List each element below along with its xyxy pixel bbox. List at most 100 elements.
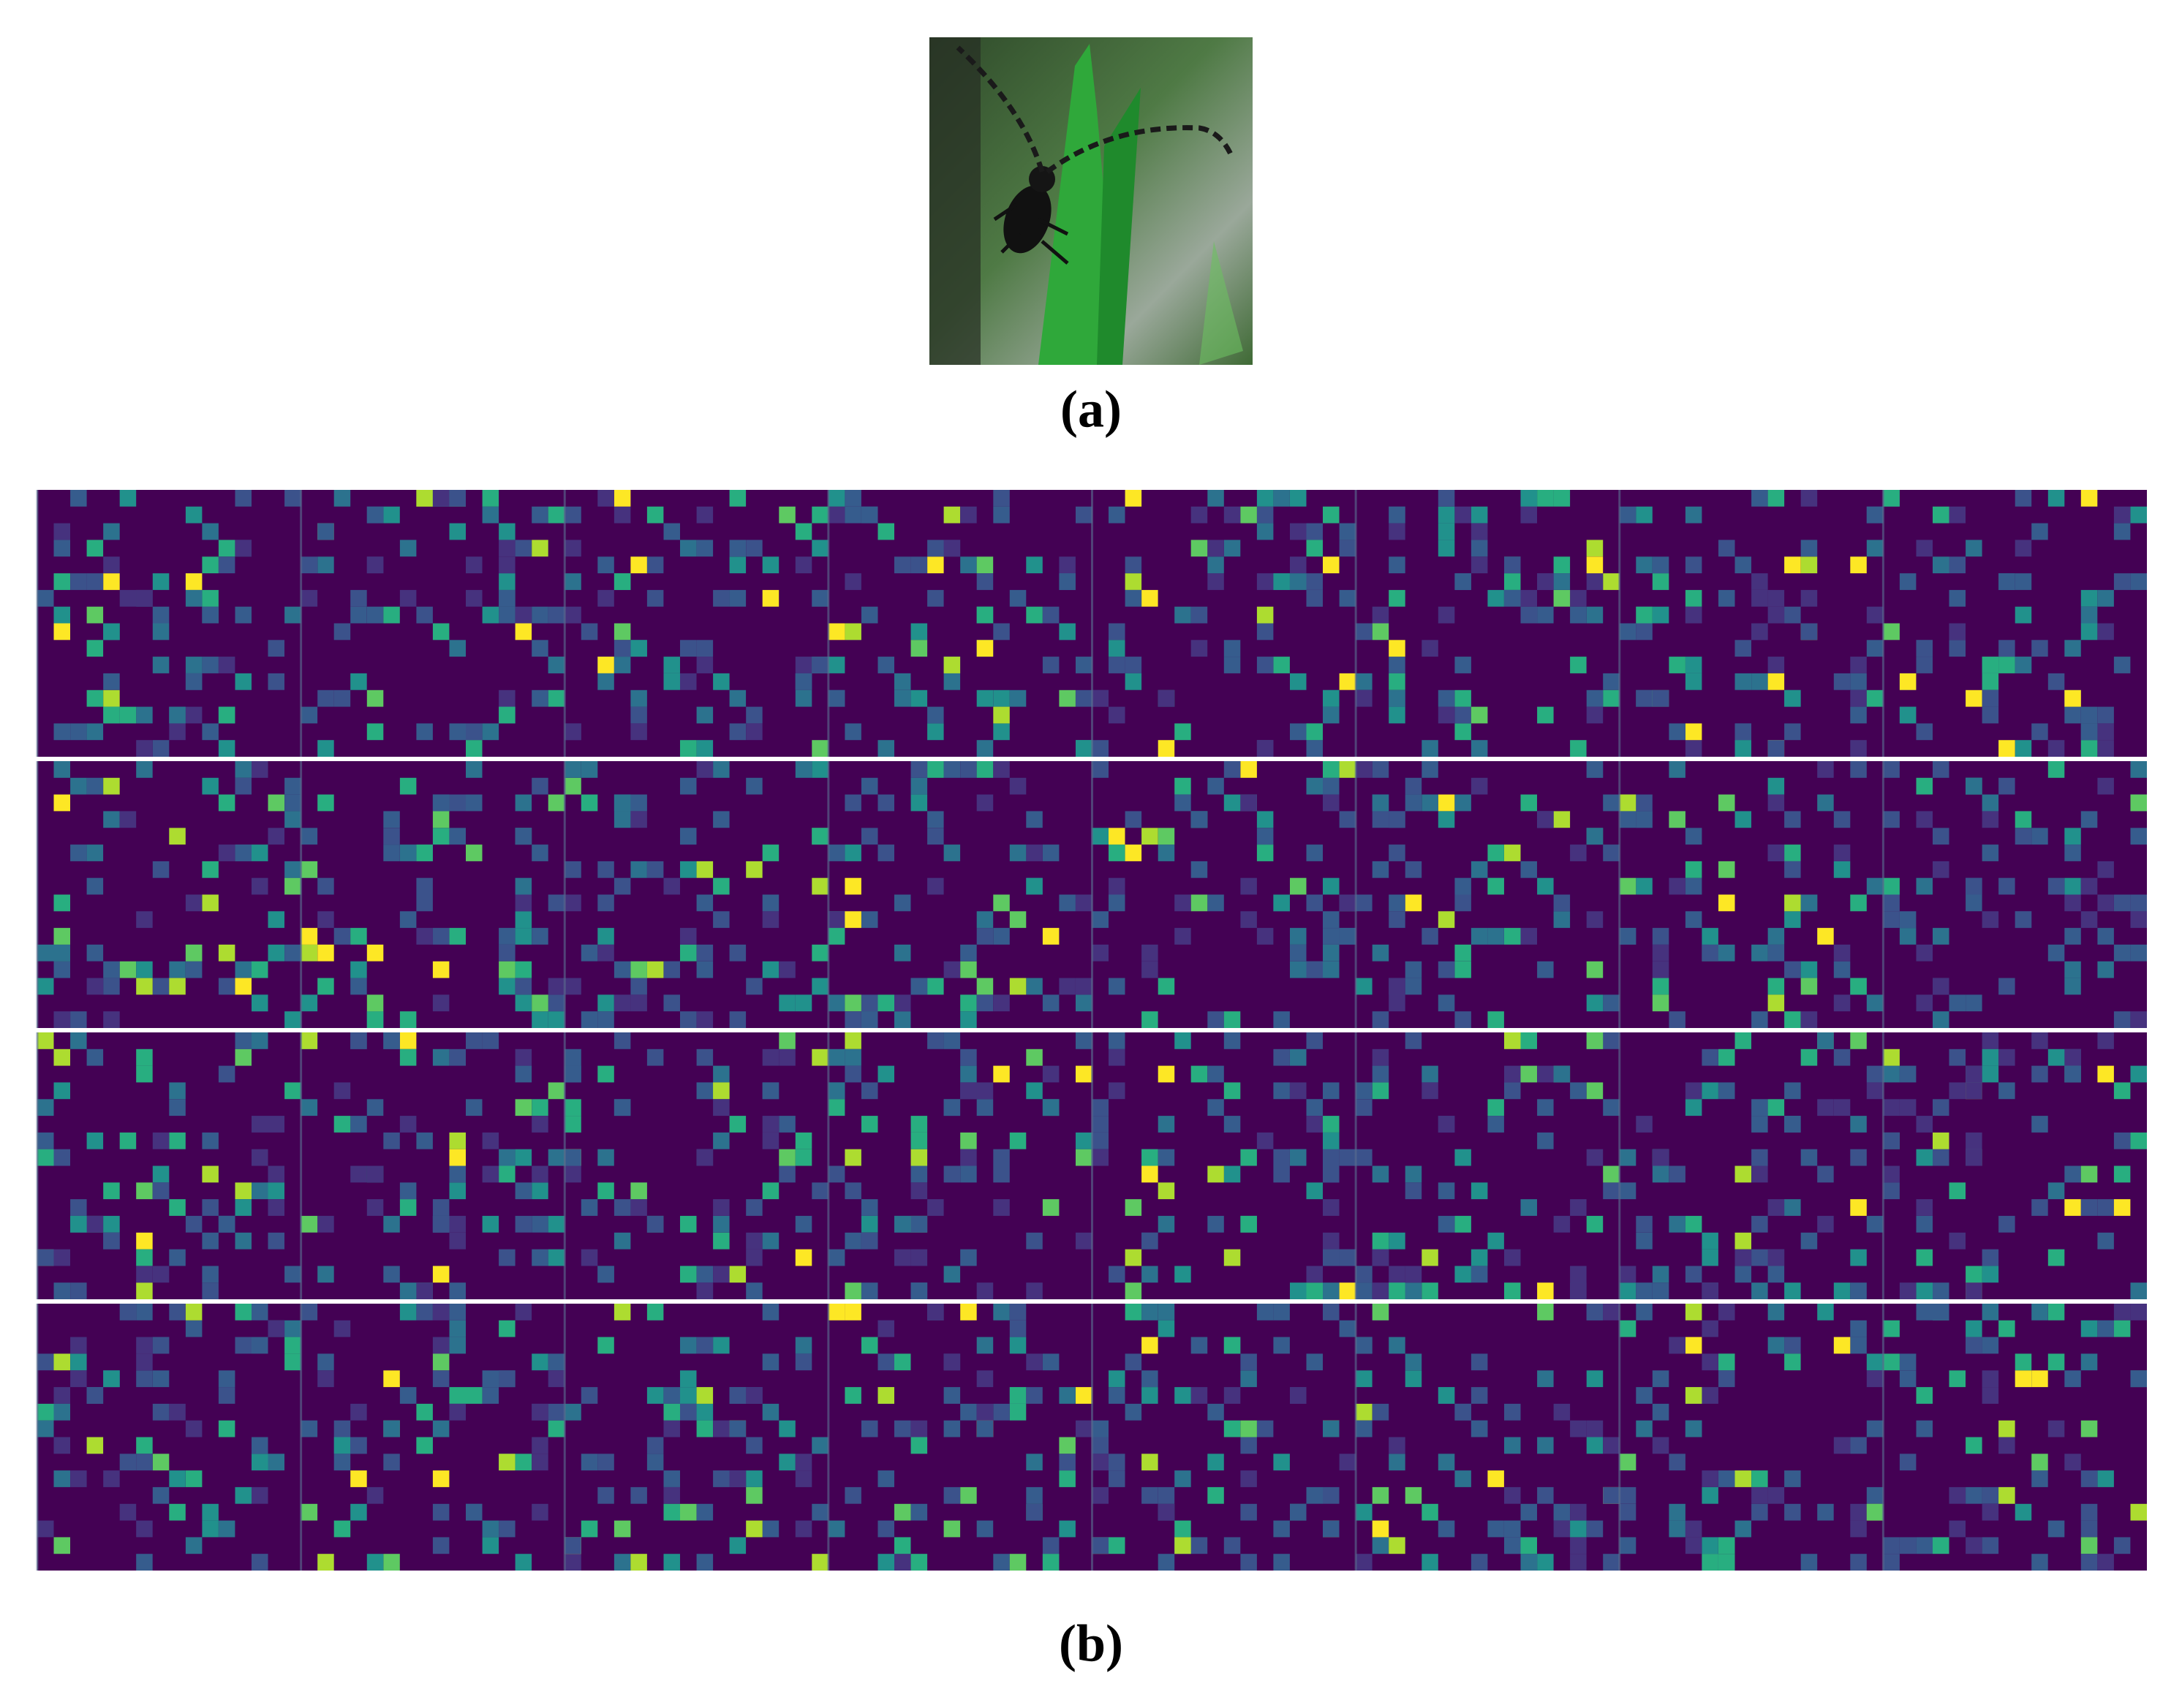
feature-cell	[1356, 689, 1373, 707]
feature-cell	[1619, 877, 1636, 895]
feature-cell	[795, 1132, 812, 1149]
feature-cell	[399, 1199, 417, 1216]
feature-cell	[86, 723, 104, 741]
feature-cell	[432, 1048, 450, 1066]
feature-cell	[1751, 1503, 1768, 1521]
feature-cell	[1866, 877, 1884, 895]
feature-cell	[1800, 894, 1818, 912]
feature-cell	[2130, 1503, 2147, 1521]
feature-cell	[1306, 1282, 1323, 1299]
feature-cell	[1982, 1486, 1999, 1504]
feature-cell	[927, 540, 944, 557]
feature-cell	[1966, 877, 1982, 895]
feature-cell	[268, 911, 284, 929]
feature-cell	[499, 1370, 516, 1388]
feature-cell	[252, 761, 268, 778]
feature-cell	[432, 1215, 450, 1233]
feature-cell	[2064, 828, 2081, 845]
feature-cell	[1372, 861, 1389, 878]
feature-cell	[1223, 657, 1241, 673]
feature-cell	[37, 978, 54, 995]
feature-cell	[2031, 1199, 2048, 1216]
feature-cell	[762, 1232, 779, 1250]
feature-cell	[482, 1387, 499, 1404]
feature-cell	[1833, 673, 1851, 690]
feature-cell	[1982, 1266, 1999, 1283]
feature-cell	[1949, 1520, 1966, 1538]
feature-cell	[943, 1486, 961, 1504]
feature-cell	[993, 1403, 1010, 1421]
feature-cell	[532, 640, 548, 657]
feature-cell	[565, 1065, 581, 1083]
feature-cell	[1141, 1011, 1158, 1028]
feature-cell	[383, 506, 400, 524]
feature-cell	[1734, 1266, 1751, 1283]
feature-cell	[1273, 1304, 1290, 1320]
feature-cell	[1982, 1387, 1999, 1404]
feature-cell	[1619, 1149, 1636, 1166]
feature-cell	[383, 1132, 400, 1149]
feature-cell	[1389, 523, 1405, 540]
feature-cell	[894, 1537, 911, 1554]
feature-cell	[845, 490, 861, 507]
feature-cell	[185, 1304, 203, 1320]
feature-cell	[1009, 689, 1027, 707]
feature-cell	[136, 761, 153, 778]
feature-cell	[762, 1182, 779, 1200]
feature-cell	[202, 1266, 219, 1283]
feature-cell	[399, 1182, 417, 1200]
feature-cell	[499, 540, 516, 557]
feature-cell	[1389, 556, 1405, 574]
feature-cell	[366, 944, 384, 961]
feature-cell	[515, 623, 532, 640]
feature-cell	[1256, 811, 1274, 828]
feature-cell	[1372, 811, 1389, 828]
feature-cell	[103, 961, 120, 978]
feature-cell	[746, 1199, 763, 1216]
feature-cell	[301, 944, 318, 961]
feature-cell	[2130, 1304, 2147, 1320]
feature-cell	[53, 1537, 70, 1554]
feature-cell	[1603, 673, 1620, 690]
feature-cell	[565, 506, 581, 524]
feature-cell	[1767, 928, 1785, 945]
feature-cell	[1405, 894, 1422, 912]
feature-cell	[1076, 978, 1092, 995]
feature-cell	[1570, 1420, 1587, 1437]
feature-cell	[317, 1266, 334, 1283]
feature-cell	[1833, 861, 1851, 878]
feature-cell	[399, 540, 417, 557]
feature-cell	[1256, 1420, 1274, 1437]
feature-cell	[499, 1454, 516, 1471]
feature-cell	[432, 1337, 450, 1354]
feature-cell	[218, 706, 235, 724]
feature-cell	[1998, 573, 2015, 590]
feature-cell	[630, 794, 647, 812]
feature-cell	[235, 978, 252, 995]
feature-cell	[301, 1099, 318, 1116]
feature-cell	[861, 911, 878, 929]
feature-cell	[565, 777, 581, 795]
feature-cell	[1438, 606, 1455, 624]
feature-cell	[1883, 1554, 1900, 1571]
feature-cell	[1685, 1537, 1702, 1554]
feature-cell	[333, 623, 351, 640]
feature-cell	[2130, 1370, 2147, 1388]
feature-cell	[449, 1320, 466, 1337]
feature-cell	[1652, 606, 1669, 624]
feature-cell	[2064, 1370, 2081, 1388]
feature-cell	[2080, 1554, 2098, 1571]
feature-cell	[152, 623, 170, 640]
feature-cell	[432, 961, 450, 978]
feature-cell	[795, 657, 812, 673]
feature-cell	[663, 673, 680, 690]
feature-cell	[399, 911, 417, 929]
feature-cell	[37, 1149, 54, 1166]
feature-cell	[235, 540, 252, 557]
feature-cell	[762, 556, 779, 574]
feature-cell	[1784, 1337, 1801, 1354]
feature-cell	[812, 1437, 828, 1454]
feature-cell	[1833, 1282, 1851, 1299]
feature-cell	[762, 1353, 779, 1371]
feature-cell	[1438, 523, 1455, 540]
